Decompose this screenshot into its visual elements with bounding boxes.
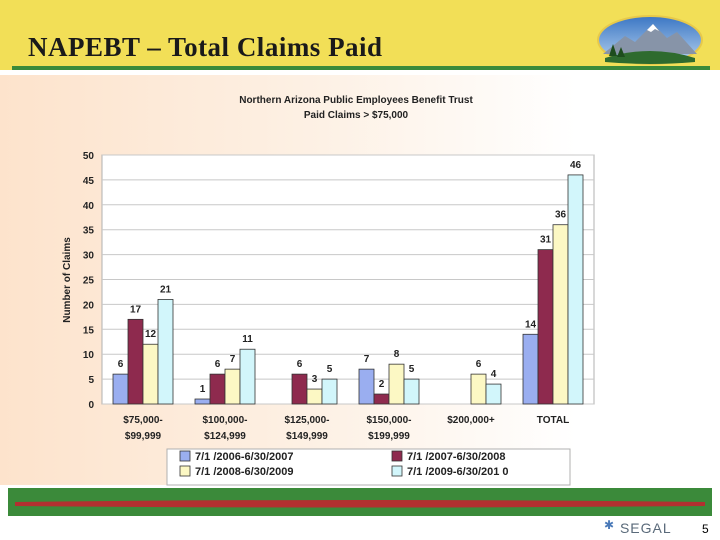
legend-label: 7/1 /2007-6/30/2008 xyxy=(407,451,505,463)
legend-label: 7/1 /2009-6/30/201 0 xyxy=(407,466,509,478)
x-tick-label: $99,999 xyxy=(125,431,162,442)
legend-label: 7/1 /2008-6/30/2009 xyxy=(195,466,293,478)
chart-subtitle: Paid Claims > $75,000 xyxy=(304,110,409,121)
bar xyxy=(209,373,226,405)
y-tick-label: 10 xyxy=(83,350,95,361)
data-label: 12 xyxy=(145,329,157,340)
legend-label: 7/1 /2006-6/30/2007 xyxy=(195,451,293,463)
data-label: 21 xyxy=(160,284,172,295)
bar xyxy=(224,368,241,405)
y-tick-label: 15 xyxy=(83,325,95,336)
data-label: 3 xyxy=(312,374,318,385)
footer-stripe xyxy=(15,500,705,508)
segal-logo: ✱ SEGAL xyxy=(604,518,672,536)
bar xyxy=(306,388,323,405)
page-number: 5 xyxy=(702,522,709,536)
data-label: 36 xyxy=(555,210,567,221)
bar-chart: Northern Arizona Public Employees Benefi… xyxy=(62,95,595,486)
x-tick-label: $75,000- xyxy=(123,415,162,426)
data-label: 5 xyxy=(409,364,415,375)
y-axis-ticks: 0 5 10 15 20 25 30 35 40 45 50 xyxy=(83,151,95,411)
bar xyxy=(291,373,308,405)
bar xyxy=(470,373,487,405)
data-label: 17 xyxy=(130,304,142,315)
gridlines xyxy=(102,154,594,405)
bar xyxy=(552,224,569,405)
data-label: 8 xyxy=(394,349,400,360)
bar xyxy=(358,368,375,405)
y-tick-label: 5 xyxy=(88,375,94,386)
bar xyxy=(239,348,256,405)
x-tick-label: $124,999 xyxy=(204,431,246,442)
bar xyxy=(142,343,159,405)
header-divider xyxy=(12,66,710,70)
x-axis-ticks: $75,000- $99,999 $100,000- $124,999 $125,000… xyxy=(123,415,569,442)
y-tick-label: 0 xyxy=(88,400,94,411)
data-label: 6 xyxy=(297,359,303,370)
x-tick-label: $125,000- xyxy=(284,415,329,426)
bar xyxy=(321,378,338,405)
chart-title: Northern Arizona Public Employees Benefi… xyxy=(239,95,473,106)
legend-swatch xyxy=(179,450,191,462)
data-label: 7 xyxy=(364,354,370,365)
x-tick-label: $150,000- xyxy=(366,415,411,426)
data-label: 4 xyxy=(491,369,497,380)
y-tick-label: 35 xyxy=(83,226,95,237)
x-tick-label: $100,000- xyxy=(202,415,247,426)
segal-star-icon: ✱ xyxy=(604,518,616,532)
data-label: 7 xyxy=(230,354,236,365)
y-tick-label: 50 xyxy=(83,151,95,162)
y-tick-label: 40 xyxy=(83,201,95,212)
bar xyxy=(373,393,390,405)
legend-box xyxy=(166,448,571,486)
x-tick-label: $149,999 xyxy=(286,431,328,442)
legend: 7/1 /2006-6/30/2007 7/1 /2007-6/30/2008 7/… xyxy=(179,450,509,478)
y-tick-label: 30 xyxy=(83,251,95,262)
x-tick-label: $199,999 xyxy=(368,431,410,442)
data-label: 46 xyxy=(570,160,582,171)
data-label: 6 xyxy=(118,359,124,370)
data-label: 11 xyxy=(242,334,253,345)
x-tick-label: $200,000+ xyxy=(447,415,495,426)
slide-title: NAPEBT – Total Claims Paid xyxy=(28,32,383,62)
data-label: 6 xyxy=(215,359,221,370)
legend-swatch xyxy=(391,465,403,477)
bar xyxy=(403,378,420,405)
bar xyxy=(485,383,502,405)
data-label: 6 xyxy=(476,359,482,370)
data-label: 1 xyxy=(200,384,206,395)
bar xyxy=(388,363,405,405)
bars xyxy=(112,174,584,405)
mountain-logo xyxy=(597,15,703,65)
bar xyxy=(522,333,539,405)
legend-swatch xyxy=(391,450,403,462)
y-tick-label: 45 xyxy=(83,176,95,187)
data-label: 31 xyxy=(540,235,552,246)
data-label: 5 xyxy=(327,364,333,375)
data-label: 14 xyxy=(525,319,537,330)
bar xyxy=(567,174,584,405)
bar xyxy=(194,398,211,405)
data-label: 2 xyxy=(379,379,385,390)
bar xyxy=(157,299,174,405)
brand-name: SEGAL xyxy=(619,520,672,536)
bar xyxy=(127,318,144,405)
legend-swatch xyxy=(179,465,191,477)
bar xyxy=(112,373,129,405)
y-tick-label: 25 xyxy=(83,276,95,287)
bar xyxy=(537,249,554,405)
y-axis-label: Number of Claims xyxy=(62,237,73,323)
y-tick-label: 20 xyxy=(83,300,95,311)
x-tick-label: TOTAL xyxy=(537,415,569,426)
